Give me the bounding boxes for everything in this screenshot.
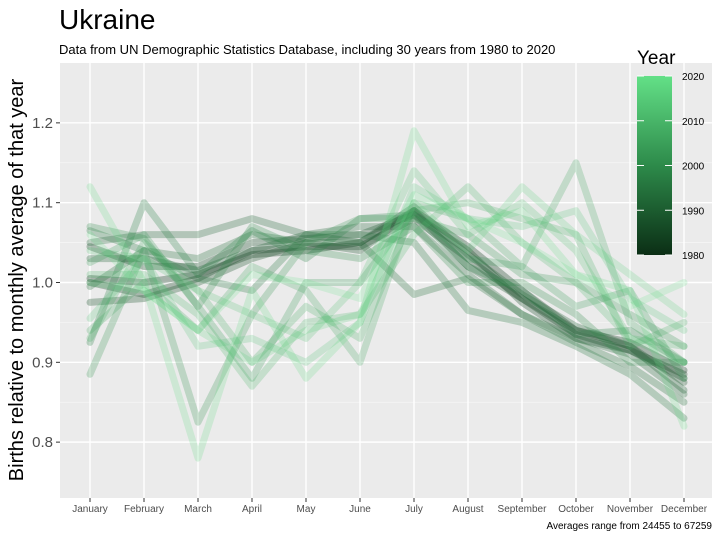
x-tick-label: February bbox=[124, 504, 164, 515]
series-line-1988 bbox=[86, 207, 688, 386]
y-tick-label: 0.8 bbox=[32, 434, 53, 451]
chart-caption: Averages range from 24455 to 67259 bbox=[547, 521, 713, 532]
chart-title: Ukraine bbox=[59, 4, 155, 35]
x-tick-label: August bbox=[452, 504, 483, 515]
x-tick-label: April bbox=[242, 504, 262, 515]
y-tick-label: 1.2 bbox=[32, 115, 53, 132]
x-tick-label: October bbox=[558, 504, 594, 515]
series-line-2014 bbox=[86, 183, 688, 366]
x-tick-label: March bbox=[184, 504, 212, 515]
x-tick-label: June bbox=[349, 504, 371, 515]
series-line-2002 bbox=[86, 215, 688, 426]
legend-tick-label: 2010 bbox=[682, 117, 705, 128]
x-tick-label: November bbox=[607, 504, 654, 515]
series-line-1982 bbox=[86, 207, 688, 374]
series-line-2008 bbox=[86, 199, 688, 366]
series-line-1996 bbox=[86, 227, 688, 422]
x-tick-label: January bbox=[72, 504, 108, 515]
series-line-1992 bbox=[86, 215, 688, 398]
legend-title: Year bbox=[637, 48, 676, 69]
series-line-1998 bbox=[86, 199, 688, 366]
legend-tick-label: 1990 bbox=[682, 206, 705, 217]
x-tick-label: December bbox=[661, 504, 708, 515]
series-line-2020 bbox=[86, 191, 688, 334]
plot-panel bbox=[60, 63, 712, 498]
legend-tick-label: 2000 bbox=[682, 162, 705, 173]
legend-tick-label: 1980 bbox=[682, 251, 705, 262]
legend-tick-label: 2020 bbox=[682, 72, 705, 83]
series-line-2016 bbox=[86, 183, 688, 366]
y-axis-ticks: 0.8 0.9 1.0 1.1 1.2 bbox=[32, 115, 60, 451]
x-tick-label: May bbox=[297, 504, 316, 515]
x-tick-label: September bbox=[498, 504, 548, 515]
series-line-1994 bbox=[86, 231, 688, 406]
chart-subtitle: Data from UN Demographic Statistics Data… bbox=[59, 42, 555, 57]
series-line-1986 bbox=[86, 211, 688, 382]
series-line-2000 bbox=[86, 223, 688, 366]
series-line-2004 bbox=[86, 207, 688, 382]
grid-major bbox=[60, 63, 712, 498]
series-line-2010 bbox=[86, 183, 688, 390]
x-axis-ticks: January February March April May June July Augu… bbox=[72, 498, 708, 515]
legend: Year 1980 1990 2000 2010 2020 bbox=[637, 48, 705, 262]
grid-minor bbox=[60, 162, 712, 403]
y-tick-label: 1.1 bbox=[32, 195, 53, 212]
series-layer bbox=[86, 127, 688, 462]
series-line-1984 bbox=[86, 215, 688, 378]
series-line-2012 bbox=[86, 167, 688, 366]
y-tick-label: 1.0 bbox=[32, 274, 53, 291]
series-line-2006 bbox=[86, 159, 688, 366]
series-line-2018 bbox=[86, 127, 688, 462]
y-tick-label: 0.9 bbox=[32, 354, 53, 371]
y-axis-label: Births relative to monthly average of th… bbox=[6, 78, 28, 481]
x-tick-label: July bbox=[405, 504, 423, 515]
series-line-1990 bbox=[86, 203, 688, 394]
